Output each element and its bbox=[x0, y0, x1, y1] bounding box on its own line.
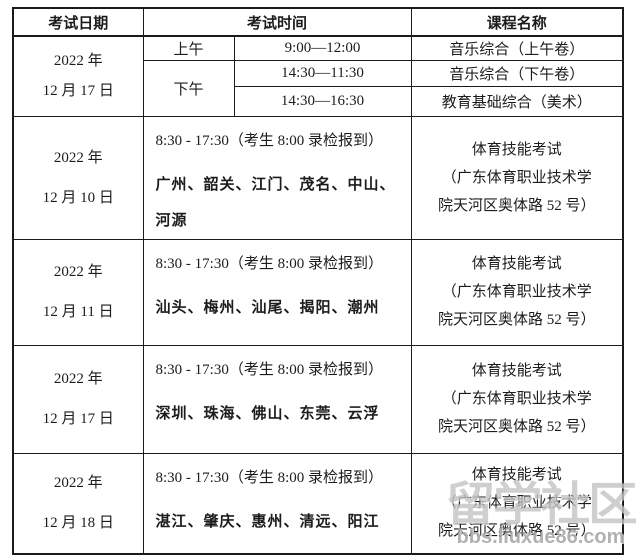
session-label-afternoon: 下午 bbox=[142, 59, 235, 117]
exam-date-sports: 2022 年 12 月 17 日 bbox=[12, 344, 144, 454]
course-name-value: 体育技能考试 （广东体育职业技术学 院天河区奥体路 52 号） bbox=[410, 452, 624, 555]
header-course-name: 课程名称 bbox=[410, 7, 624, 37]
exam-date-sports: 2022 年 12 月 10 日 bbox=[12, 115, 144, 240]
table-row: 2022 年 12 月 17 日 8:30 - 17:30（考生 8:00 录检… bbox=[12, 344, 624, 454]
course-name-value: 音乐综合（上午卷） bbox=[410, 35, 624, 61]
city-list: 广州、韶关、江门、茂名、中山、 河源 bbox=[155, 176, 396, 229]
header-exam-time: 考试时间 bbox=[142, 7, 412, 37]
exam-time-cities-cell: 8:30 - 17:30（考生 8:00 录检报到） 广州、韶关、江门、茂名、中… bbox=[142, 115, 412, 240]
table-row: 下午 14:30—11:30 音乐综合（下午卷） bbox=[13, 59, 624, 117]
exam-time-cities-cell: 8:30 - 17:30（考生 8:00 录检报到） 湛江、肇庆、惠州、清远、阳… bbox=[142, 452, 412, 555]
table-row: 2022 年 12 月 17 日 上午 9:00—12:00 音乐综合（上午卷） bbox=[12, 35, 624, 117]
city-list: 湛江、肇庆、惠州、清远、阳江 bbox=[155, 513, 380, 530]
exam-time-value: 14:30—11:30 bbox=[233, 59, 412, 87]
table-row: 2022 年 12 月 11 日 8:30 - 17:30（考生 8:00 录检… bbox=[12, 238, 624, 346]
city-list: 汕头、梅州、汕尾、揭阳、潮州 bbox=[155, 299, 380, 316]
course-name-value: 音乐综合（下午卷） bbox=[410, 59, 624, 87]
exam-time-cities-cell: 8:30 - 17:30（考生 8:00 录检报到） 深圳、珠海、佛山、东莞、云… bbox=[142, 344, 412, 454]
course-name-value: 体育技能考试 （广东体育职业技术学 院天河区奥体路 52 号） bbox=[410, 115, 624, 240]
table-row: 2022 年 12 月 10 日 8:30 - 17:30（考生 8:00 录检… bbox=[12, 115, 624, 240]
exam-schedule-table: 考试日期 考试时间 课程名称 2022 年 12 月 17 日 上午 9:00—… bbox=[12, 7, 625, 555]
table-header-row: 考试日期 考试时间 课程名称 bbox=[12, 7, 624, 37]
exam-date-sports: 2022 年 12 月 11 日 bbox=[12, 238, 144, 346]
header-exam-date: 考试日期 bbox=[12, 7, 144, 37]
city-list: 深圳、珠海、佛山、东莞、云浮 bbox=[155, 405, 380, 422]
exam-time-cities-cell: 8:30 - 17:30（考生 8:00 录检报到） 汕头、梅州、汕尾、揭阳、潮… bbox=[142, 238, 412, 346]
course-name-value: 体育技能考试 （广东体育职业技术学 院天河区奥体路 52 号） bbox=[410, 238, 624, 346]
time-note: 8:30 - 17:30（考生 8:00 录检报到） bbox=[155, 132, 384, 149]
table-row: 2022 年 12 月 18 日 8:30 - 17:30（考生 8:00 录检… bbox=[12, 452, 624, 555]
exam-date-sports: 2022 年 12 月 18 日 bbox=[12, 452, 144, 555]
time-note: 8:30 - 17:30（考生 8:00 录检报到） bbox=[155, 469, 384, 486]
time-note: 8:30 - 17:30（考生 8:00 录检报到） bbox=[155, 255, 384, 272]
exam-time-value: 14:30—16:30 bbox=[233, 85, 412, 117]
course-name-value: 体育技能考试 （广东体育职业技术学 院天河区奥体路 52 号） bbox=[410, 344, 624, 454]
exam-time-value: 9:00—12:00 bbox=[233, 35, 412, 61]
table-row: 14:30—16:30 教育基础综合（美术） bbox=[13, 85, 624, 117]
time-note: 8:30 - 17:30（考生 8:00 录检报到） bbox=[155, 361, 384, 378]
session-label-morning: 上午 bbox=[142, 35, 235, 61]
exam-date-music: 2022 年 12 月 17 日 bbox=[12, 35, 144, 117]
course-name-value: 教育基础综合（美术） bbox=[410, 85, 624, 117]
